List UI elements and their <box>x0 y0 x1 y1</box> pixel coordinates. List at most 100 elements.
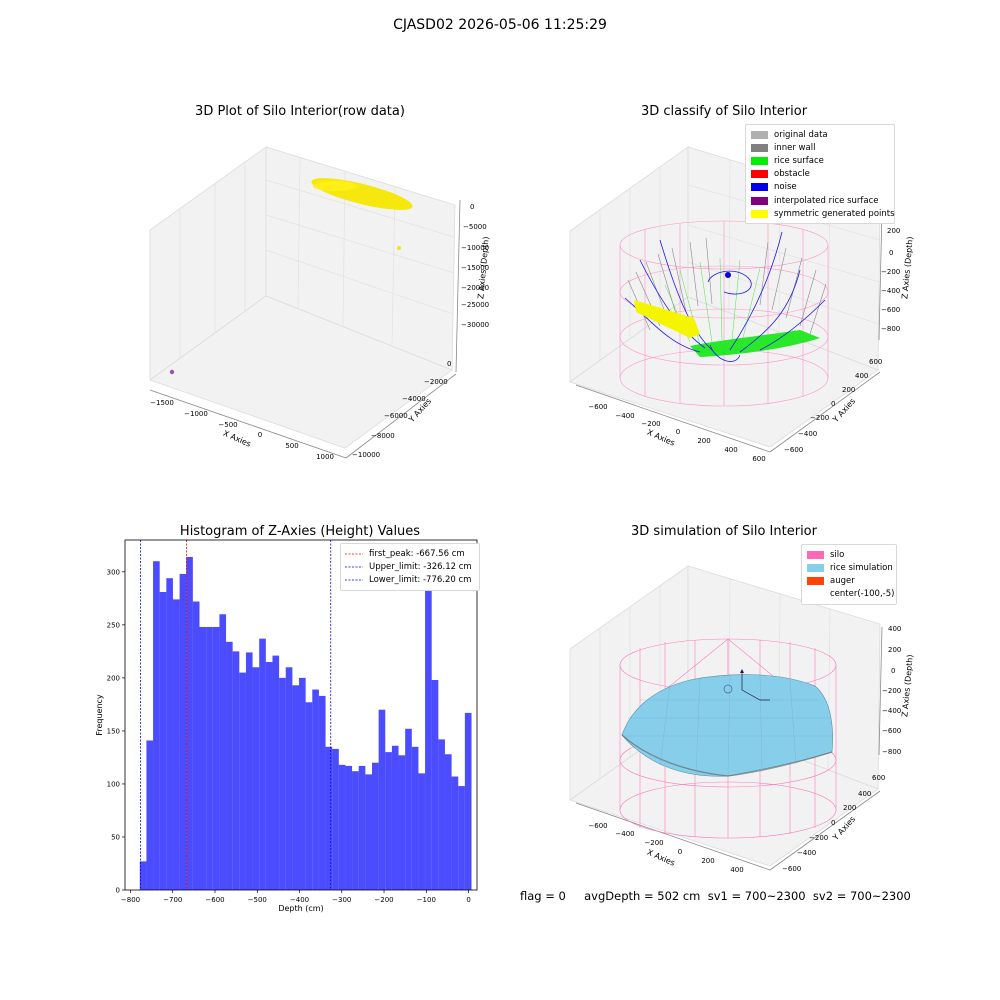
legend-swatch <box>751 196 768 205</box>
histogram-bar <box>418 773 426 890</box>
legend-label: auger <box>830 575 855 586</box>
classify-xtick: 600 <box>752 455 765 463</box>
classify-xtick: 0 <box>676 428 680 436</box>
histogram-bar <box>259 638 266 890</box>
simulation-legend: silo rice simulation auger center(-100,-… <box>801 544 897 605</box>
raw-ztick: −30000 <box>461 321 489 329</box>
figure-title: CJASD02 2026-05-06 11:25:29 <box>393 17 607 33</box>
raw-ztick: 0 <box>470 203 474 211</box>
raw-ztick: −25000 <box>461 301 489 309</box>
histogram-bar <box>285 667 293 890</box>
status-text: flag = 0 avgDepth = 502 cm sv1 = 700~230… <box>520 889 911 903</box>
classify-xtick: 400 <box>724 446 737 454</box>
histogram-bar <box>398 755 406 890</box>
histogram-ytick-label: 0 <box>116 887 120 895</box>
histogram-bar <box>292 685 300 890</box>
histogram-bar <box>425 585 432 890</box>
raw-ztick: −10000 <box>461 244 489 252</box>
raw-ytick: −2000 <box>424 378 448 386</box>
sim-xlabel: X Axies <box>646 848 677 868</box>
sim-ytick: 400 <box>858 790 871 798</box>
legend-label: inner wall <box>774 142 816 153</box>
legend-swatch <box>751 143 768 152</box>
histogram-bar <box>358 765 366 890</box>
classify-noise <box>624 231 826 362</box>
sim-ytick: −400 <box>797 849 816 857</box>
raw-x-axis <box>149 389 347 459</box>
sim-ytick: 200 <box>843 804 856 812</box>
histogram-xtick-label: −700 <box>163 896 182 904</box>
legend-label: Upper_limit: -326.12 cm <box>369 561 472 572</box>
classify-ztick: −800 <box>881 325 900 333</box>
histogram-xtick-label: −300 <box>332 896 351 904</box>
sim-x-axis <box>575 802 771 871</box>
legend-label: original data <box>774 129 828 140</box>
legend-label: rice surface <box>774 155 824 166</box>
raw-ytick: −6000 <box>384 412 408 420</box>
histogram-xtick-label: −800 <box>121 896 140 904</box>
sim-rice-mesh <box>625 673 832 777</box>
histogram-bar <box>232 651 240 890</box>
sim-z-axis <box>878 626 883 756</box>
raw-xtick: −1500 <box>150 399 174 407</box>
classify-ytick: 0 <box>831 400 835 408</box>
histogram-bar <box>391 745 399 890</box>
classify-xtick: −400 <box>615 412 634 420</box>
legend-label: rice simulation <box>830 562 893 573</box>
classify-ytick: 200 <box>842 386 855 394</box>
legend-line-blue <box>345 579 363 581</box>
histogram-bar <box>332 748 339 890</box>
legend-swatch <box>807 576 824 585</box>
sim-ztick: −200 <box>882 687 901 695</box>
histogram-bar <box>325 746 333 890</box>
histogram-bar <box>352 771 359 890</box>
sim-ytick: 0 <box>831 819 835 827</box>
classify-ytick: −600 <box>784 446 803 454</box>
histogram-xtick-label: −500 <box>248 896 267 904</box>
classify-silo-wire <box>619 220 829 407</box>
legend-swatch <box>807 590 824 598</box>
histogram-bar <box>438 739 445 890</box>
histogram-bar <box>245 652 253 890</box>
histogram-legend: first_peak: -667.56 cm Upper_limit: -326… <box>340 543 480 591</box>
legend-line-blue <box>345 566 363 568</box>
legend-swatch <box>807 550 824 559</box>
sim-ztick: 400 <box>888 625 901 633</box>
sim-ytick: −200 <box>809 834 828 842</box>
classify-xtick: −600 <box>588 403 607 411</box>
raw-xtick: 500 <box>285 442 298 450</box>
legend-item-obstacle: obstacle <box>751 168 889 181</box>
histogram-ytick-label: 100 <box>107 780 120 788</box>
classify-ytick: −400 <box>798 430 817 438</box>
legend-item-upper-limit: Upper_limit: -326.12 cm <box>345 560 475 573</box>
classify-xtick: −200 <box>641 420 660 428</box>
histogram-bar <box>219 614 227 890</box>
sim-auger-tip <box>740 669 744 673</box>
classify-ytick: 600 <box>869 358 882 366</box>
histogram-bar <box>299 677 306 890</box>
raw-xtick: −500 <box>218 421 237 429</box>
histogram-bar <box>444 754 452 890</box>
classify-x-axis <box>575 384 771 453</box>
sim-y-axis <box>769 790 881 871</box>
classify-legend: original data inner wall rice surface ob… <box>745 124 895 225</box>
histogram-ytick-label: 50 <box>111 833 120 841</box>
classify-ztick: 0 <box>889 249 893 257</box>
histogram-xlabel: Depth (cm) <box>278 904 323 913</box>
histogram-bar <box>206 626 213 890</box>
raw-y-axis <box>345 373 457 459</box>
classify-panel-title: 3D classify of Silo Interior <box>640 104 808 119</box>
histogram-ytick-label: 250 <box>107 621 120 629</box>
histogram-bar <box>385 752 392 890</box>
legend-swatch <box>751 130 768 139</box>
legend-label: interpolated rice surface <box>774 195 879 206</box>
raw-xtick: 1000 <box>316 453 334 461</box>
sim-xtick: 400 <box>730 866 743 874</box>
sim-xtick: 0 <box>678 848 682 856</box>
sim-ztick: 200 <box>888 646 901 654</box>
legend-label: symmetric generated points <box>774 208 895 219</box>
histogram-bar <box>265 661 273 890</box>
legend-swatch <box>751 156 768 165</box>
